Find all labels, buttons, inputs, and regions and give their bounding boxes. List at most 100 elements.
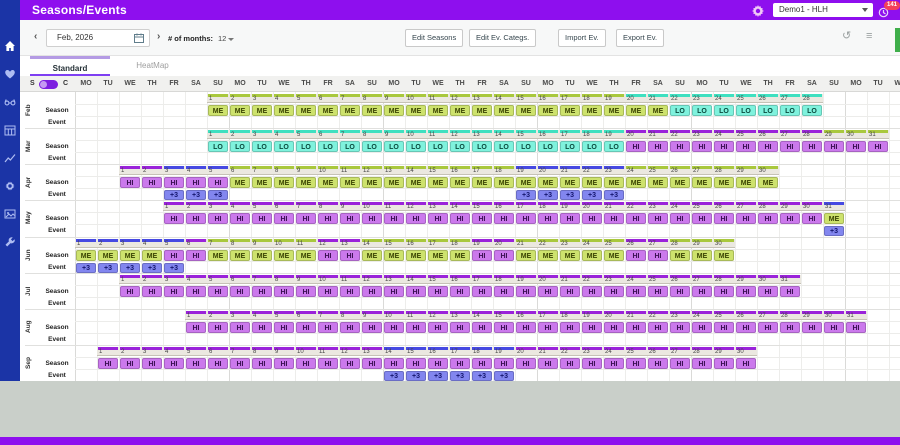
day-number-cell[interactable]: 11 bbox=[317, 347, 339, 356]
day-number-cell[interactable]: 21 bbox=[537, 347, 559, 356]
day-number-cell[interactable]: 26 bbox=[669, 166, 691, 175]
day-number-cell[interactable]: 2 bbox=[207, 311, 229, 320]
trend-chart-icon[interactable] bbox=[4, 151, 16, 163]
day-number-cell[interactable]: 17 bbox=[427, 239, 449, 248]
day-number-cell[interactable]: 26 bbox=[647, 347, 669, 356]
season-cell[interactable]: ME bbox=[252, 105, 272, 116]
day-number-cell[interactable]: 15 bbox=[427, 275, 449, 284]
event-cell[interactable]: +3 bbox=[142, 263, 162, 273]
season-cell[interactable]: HI bbox=[406, 213, 426, 224]
day-number-cell[interactable]: 30 bbox=[735, 347, 757, 356]
season-cell[interactable]: HI bbox=[582, 322, 602, 333]
event-cell[interactable]: +3 bbox=[516, 190, 536, 200]
day-number-cell[interactable]: 6 bbox=[229, 166, 251, 175]
season-cell[interactable]: ME bbox=[230, 250, 250, 261]
day-number-cell[interactable]: 16 bbox=[405, 239, 427, 248]
season-cell[interactable]: HI bbox=[318, 322, 338, 333]
season-cell[interactable]: HI bbox=[318, 213, 338, 224]
season-cell[interactable]: HI bbox=[494, 250, 514, 261]
season-cell[interactable]: HI bbox=[538, 286, 558, 297]
tab-heatmap[interactable]: HeatMap bbox=[136, 61, 169, 70]
day-number-cell[interactable]: 13 bbox=[427, 202, 449, 211]
day-number-cell[interactable]: 22 bbox=[559, 347, 581, 356]
day-number-cell[interactable]: 14 bbox=[471, 311, 493, 320]
season-cell[interactable]: HI bbox=[186, 213, 206, 224]
season-cell[interactable]: LO bbox=[252, 141, 272, 152]
day-number-cell[interactable]: 5 bbox=[295, 130, 317, 139]
season-cell[interactable]: HI bbox=[252, 358, 272, 369]
day-number-cell[interactable]: 24 bbox=[581, 239, 603, 248]
day-number-cell[interactable]: 20 bbox=[625, 94, 647, 103]
season-cell[interactable]: HI bbox=[340, 213, 360, 224]
day-number-cell[interactable]: 20 bbox=[537, 275, 559, 284]
season-cell[interactable]: HI bbox=[362, 213, 382, 224]
day-number-cell[interactable]: 30 bbox=[713, 239, 735, 248]
day-number-cell[interactable]: 9 bbox=[273, 347, 295, 356]
day-number-cell[interactable]: 26 bbox=[713, 202, 735, 211]
event-cell[interactable]: +3 bbox=[824, 226, 844, 236]
season-cell[interactable]: HI bbox=[868, 141, 888, 152]
day-number-cell[interactable]: 29 bbox=[735, 166, 757, 175]
season-cell[interactable]: ME bbox=[362, 177, 382, 188]
day-number-cell[interactable]: 23 bbox=[669, 311, 691, 320]
day-number-cell[interactable]: 19 bbox=[471, 239, 493, 248]
season-cell[interactable]: ME bbox=[648, 105, 668, 116]
day-number-cell[interactable]: 24 bbox=[669, 202, 691, 211]
day-number-cell[interactable]: 7 bbox=[339, 94, 361, 103]
day-number-cell[interactable]: 1 bbox=[119, 275, 141, 284]
day-number-cell[interactable]: 13 bbox=[383, 166, 405, 175]
season-cell[interactable]: LO bbox=[450, 141, 470, 152]
season-cell[interactable]: HI bbox=[296, 213, 316, 224]
season-cell[interactable]: HI bbox=[362, 322, 382, 333]
day-number-cell[interactable]: 5 bbox=[207, 166, 229, 175]
day-number-cell[interactable]: 12 bbox=[427, 311, 449, 320]
day-number-cell[interactable]: 29 bbox=[713, 347, 735, 356]
season-cell[interactable]: ME bbox=[560, 250, 580, 261]
season-cell[interactable]: HI bbox=[736, 322, 756, 333]
day-number-cell[interactable]: 26 bbox=[735, 311, 757, 320]
day-number-cell[interactable]: 23 bbox=[691, 130, 713, 139]
season-cell[interactable]: HI bbox=[428, 213, 448, 224]
export-events-button[interactable]: Export Ev. bbox=[616, 29, 665, 47]
day-number-cell[interactable]: 7 bbox=[295, 202, 317, 211]
day-number-cell[interactable]: 14 bbox=[405, 275, 427, 284]
season-cell[interactable]: HI bbox=[450, 322, 470, 333]
season-cell[interactable]: LO bbox=[538, 141, 558, 152]
list-view-icon[interactable]: ≡ bbox=[866, 30, 873, 42]
day-number-cell[interactable]: 25 bbox=[647, 275, 669, 284]
day-number-cell[interactable]: 3 bbox=[163, 166, 185, 175]
day-number-cell[interactable]: 18 bbox=[471, 347, 493, 356]
season-cell[interactable]: HI bbox=[714, 358, 734, 369]
day-number-cell[interactable]: 8 bbox=[273, 166, 295, 175]
wrench-icon[interactable] bbox=[4, 235, 16, 247]
season-cell[interactable]: HI bbox=[252, 322, 272, 333]
season-cell[interactable]: HI bbox=[670, 322, 690, 333]
day-number-cell[interactable]: 1 bbox=[185, 311, 207, 320]
day-number-cell[interactable]: 6 bbox=[317, 94, 339, 103]
season-cell[interactable]: HI bbox=[714, 286, 734, 297]
day-number-cell[interactable]: 30 bbox=[845, 130, 867, 139]
day-number-cell[interactable]: 17 bbox=[515, 202, 537, 211]
day-number-cell[interactable]: 10 bbox=[295, 347, 317, 356]
season-cell[interactable]: ME bbox=[714, 250, 734, 261]
day-number-cell[interactable]: 28 bbox=[779, 311, 801, 320]
day-number-cell[interactable]: 7 bbox=[251, 275, 273, 284]
season-cell[interactable]: ME bbox=[560, 177, 580, 188]
day-number-cell[interactable]: 18 bbox=[581, 130, 603, 139]
day-number-cell[interactable]: 8 bbox=[251, 347, 273, 356]
season-cell[interactable]: HI bbox=[626, 286, 646, 297]
season-cell[interactable]: ME bbox=[538, 250, 558, 261]
season-cell[interactable]: LO bbox=[428, 141, 448, 152]
day-number-cell[interactable]: 16 bbox=[493, 202, 515, 211]
season-cell[interactable]: HI bbox=[384, 322, 404, 333]
season-cell[interactable]: HI bbox=[428, 322, 448, 333]
season-cell[interactable]: HI bbox=[428, 358, 448, 369]
day-number-cell[interactable]: 14 bbox=[405, 166, 427, 175]
day-number-cell[interactable]: 8 bbox=[273, 275, 295, 284]
season-cell[interactable]: HI bbox=[164, 213, 184, 224]
event-cell[interactable]: +3 bbox=[560, 190, 580, 200]
day-number-cell[interactable]: 16 bbox=[449, 275, 471, 284]
property-selector[interactable]: Demo1 - HLH bbox=[773, 3, 873, 17]
image-icon[interactable] bbox=[4, 207, 16, 219]
event-cell[interactable]: +3 bbox=[582, 190, 602, 200]
